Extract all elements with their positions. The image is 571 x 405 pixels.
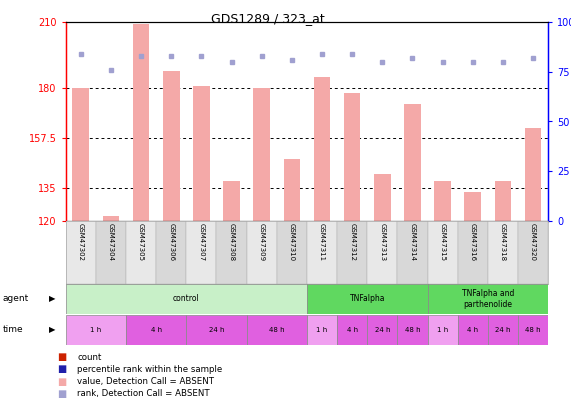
Bar — [133, 24, 150, 221]
Bar — [488, 221, 518, 284]
Bar — [337, 221, 367, 284]
Text: GSM47320: GSM47320 — [530, 223, 536, 261]
Text: 24 h: 24 h — [375, 327, 390, 333]
Text: 4 h: 4 h — [151, 327, 162, 333]
Text: ▶: ▶ — [50, 294, 56, 303]
Text: GSM47306: GSM47306 — [168, 223, 174, 261]
Bar — [435, 181, 451, 221]
Bar — [518, 221, 548, 284]
Text: agent: agent — [3, 294, 29, 303]
Bar — [488, 315, 518, 345]
Bar — [397, 315, 428, 345]
Bar — [66, 315, 126, 345]
Text: value, Detection Call = ABSENT: value, Detection Call = ABSENT — [77, 377, 214, 386]
Bar — [193, 86, 210, 221]
Bar — [186, 221, 216, 284]
Bar — [216, 221, 247, 284]
Bar — [156, 221, 186, 284]
Text: ■: ■ — [57, 377, 66, 386]
Text: GSM47302: GSM47302 — [78, 223, 84, 261]
Text: 4 h: 4 h — [347, 327, 357, 333]
Text: 48 h: 48 h — [525, 327, 541, 333]
Text: GSM47308: GSM47308 — [228, 223, 235, 261]
Bar — [307, 284, 428, 314]
Bar — [247, 221, 277, 284]
Bar — [397, 221, 428, 284]
Bar — [458, 221, 488, 284]
Bar — [254, 88, 270, 221]
Text: 24 h: 24 h — [208, 327, 224, 333]
Bar — [313, 77, 330, 221]
Bar — [223, 181, 240, 221]
Text: GSM47309: GSM47309 — [259, 223, 265, 261]
Bar — [186, 315, 247, 345]
Bar — [428, 284, 548, 314]
Bar — [428, 221, 458, 284]
Text: ■: ■ — [57, 352, 66, 362]
Bar — [518, 315, 548, 345]
Text: 1 h: 1 h — [316, 327, 328, 333]
Text: 48 h: 48 h — [405, 327, 420, 333]
Bar — [367, 315, 397, 345]
Bar — [337, 315, 367, 345]
Text: GSM47305: GSM47305 — [138, 223, 144, 261]
Bar — [126, 315, 186, 345]
Text: percentile rank within the sample: percentile rank within the sample — [77, 365, 222, 374]
Text: GSM47307: GSM47307 — [198, 223, 204, 261]
Bar — [367, 221, 397, 284]
Text: GDS1289 / 323_at: GDS1289 / 323_at — [211, 12, 325, 25]
Text: GSM47316: GSM47316 — [470, 223, 476, 261]
Bar — [73, 88, 89, 221]
Text: GSM47311: GSM47311 — [319, 223, 325, 261]
Bar — [307, 315, 337, 345]
Bar — [284, 159, 300, 221]
Text: 1 h: 1 h — [437, 327, 448, 333]
Text: 4 h: 4 h — [467, 327, 478, 333]
Bar — [404, 104, 421, 221]
Bar — [494, 181, 511, 221]
Text: GSM47313: GSM47313 — [379, 223, 385, 261]
Text: ■: ■ — [57, 364, 66, 374]
Bar — [66, 284, 307, 314]
Text: rank, Detection Call = ABSENT: rank, Detection Call = ABSENT — [77, 389, 210, 398]
Bar — [525, 128, 541, 221]
Text: TNFalpha and
parthenolide: TNFalpha and parthenolide — [462, 289, 514, 309]
Text: count: count — [77, 353, 102, 362]
Text: 48 h: 48 h — [269, 327, 284, 333]
Text: control: control — [173, 294, 200, 303]
Text: GSM47304: GSM47304 — [108, 223, 114, 261]
Bar — [374, 175, 391, 221]
Bar — [247, 315, 307, 345]
Bar — [163, 71, 179, 221]
Bar — [66, 221, 96, 284]
Text: GSM47312: GSM47312 — [349, 223, 355, 261]
Bar — [277, 221, 307, 284]
Text: GSM47314: GSM47314 — [409, 223, 416, 261]
Text: GSM47318: GSM47318 — [500, 223, 506, 261]
Text: GSM47310: GSM47310 — [289, 223, 295, 261]
Text: 24 h: 24 h — [495, 327, 510, 333]
Text: TNFalpha: TNFalpha — [349, 294, 385, 303]
Text: time: time — [3, 325, 23, 335]
Bar — [103, 216, 119, 221]
Text: 1 h: 1 h — [90, 327, 102, 333]
Bar — [464, 192, 481, 221]
Bar — [126, 221, 156, 284]
Bar — [458, 315, 488, 345]
Bar — [344, 93, 360, 221]
Text: GSM47315: GSM47315 — [440, 223, 445, 261]
Bar — [307, 221, 337, 284]
Bar — [96, 221, 126, 284]
Text: ■: ■ — [57, 389, 66, 399]
Bar — [428, 315, 458, 345]
Text: ▶: ▶ — [50, 325, 56, 335]
